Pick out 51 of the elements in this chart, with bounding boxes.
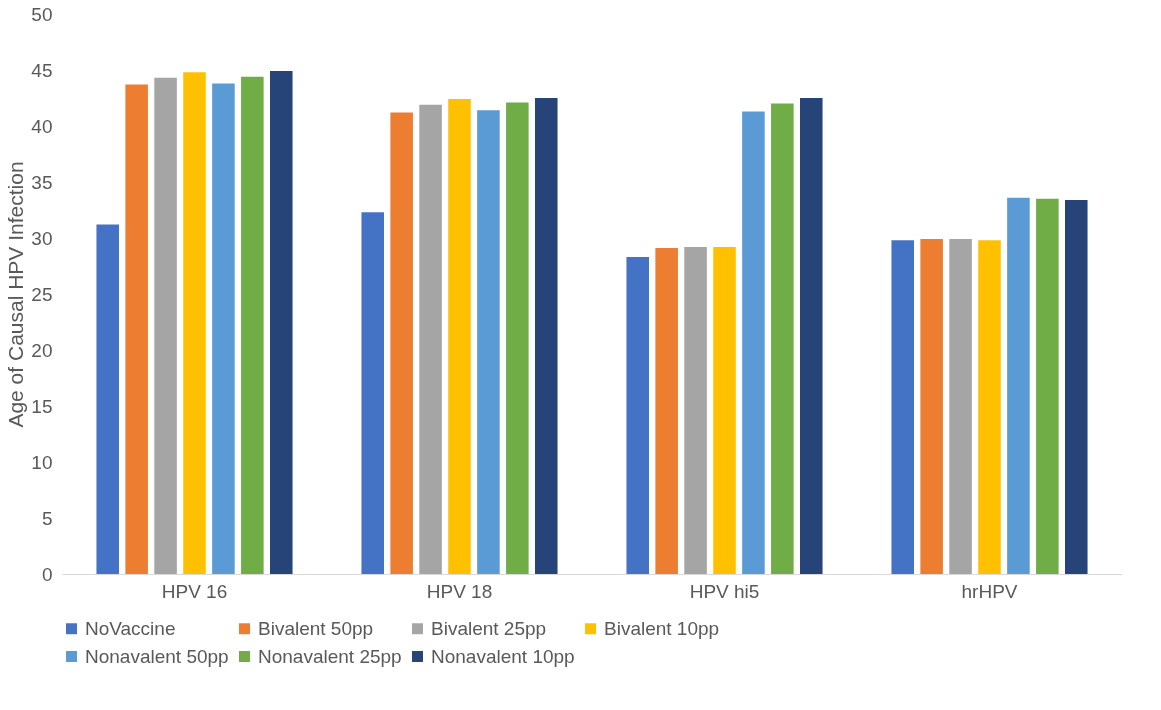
bar <box>626 257 650 574</box>
bar <box>506 102 529 574</box>
legend-label: Nonavalent 10pp <box>431 645 575 667</box>
bar <box>241 76 264 574</box>
bar <box>891 240 915 574</box>
y-tick-label: 30 <box>31 227 53 249</box>
bar <box>1007 197 1030 574</box>
y-tick-label: 20 <box>31 339 53 361</box>
x-tick-label: hrHPV <box>961 580 1018 602</box>
bar <box>534 98 558 574</box>
y-tick-label: 35 <box>31 171 53 193</box>
bar <box>978 240 1001 574</box>
bar <box>655 248 678 574</box>
y-tick-label: 15 <box>31 395 53 417</box>
bar <box>771 103 794 574</box>
y-tick-label: 5 <box>41 507 53 529</box>
legend-label: Nonavalent 25pp <box>258 645 402 667</box>
bar <box>920 239 943 574</box>
bar <box>1064 199 1088 574</box>
legend-label: NoVaccine <box>85 617 176 639</box>
bar <box>713 246 736 574</box>
bar <box>684 246 707 574</box>
bar <box>154 77 177 574</box>
x-tick-label: HPV 18 <box>426 580 493 602</box>
y-axis-title: Age of Causal HPV Infection <box>4 161 28 428</box>
y-tick-label: 45 <box>31 59 53 81</box>
y-tick-label: 10 <box>31 451 53 473</box>
bar <box>1036 198 1059 574</box>
legend-label: Nonavalent 50pp <box>85 645 229 667</box>
y-tick-label: 50 <box>31 3 53 25</box>
legend-label: Bivalent 50pp <box>258 617 374 639</box>
bar <box>125 84 148 574</box>
bar <box>799 98 823 574</box>
legend-label: Bivalent 10pp <box>604 617 720 639</box>
y-tick-label: 0 <box>41 563 53 585</box>
y-tick-label: 40 <box>31 115 53 137</box>
x-tick-label: HPV 16 <box>161 580 228 602</box>
x-tick-label: HPV hi5 <box>689 580 760 602</box>
y-tick-label: 25 <box>31 283 53 305</box>
bar <box>419 104 442 574</box>
bar <box>212 83 235 574</box>
bar <box>477 110 500 574</box>
bar <box>448 99 471 574</box>
bar <box>96 224 120 574</box>
bar <box>949 239 972 574</box>
bar <box>361 212 385 574</box>
bar <box>183 72 206 574</box>
bar <box>269 71 293 574</box>
legend-label: Bivalent 25pp <box>431 617 547 639</box>
bar <box>390 112 413 574</box>
bar <box>742 111 765 574</box>
